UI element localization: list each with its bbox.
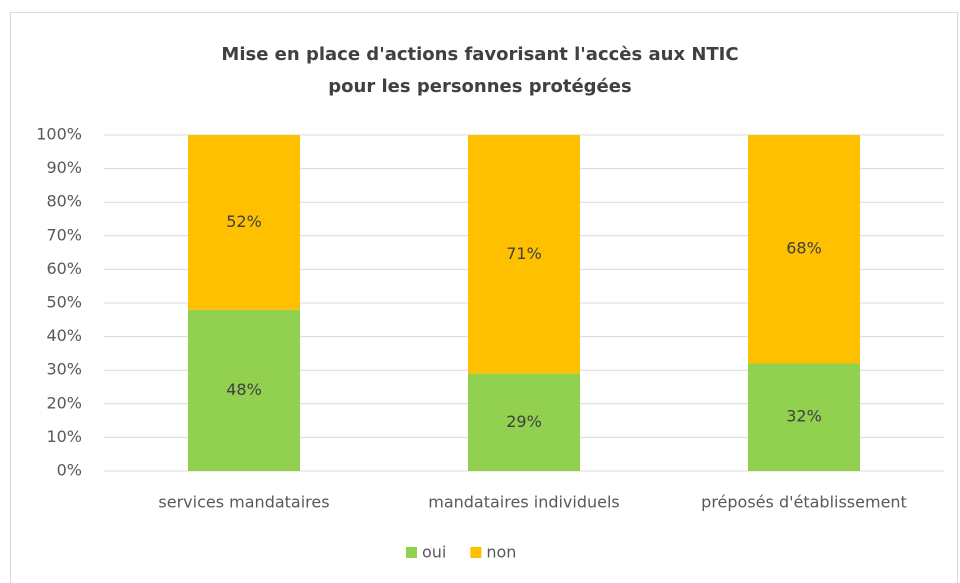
data-label: 71% [506, 244, 542, 263]
y-tick-label: 90% [46, 158, 82, 177]
x-tick-label: services mandataires [158, 493, 329, 512]
chart-title: pour les personnes protégées [328, 76, 631, 97]
bar-segment [188, 135, 300, 310]
y-tick-label: 40% [46, 326, 82, 345]
legend-label: non [486, 543, 516, 562]
legend-swatch [470, 547, 482, 558]
legend-swatch [406, 547, 417, 558]
x-tick-label: mandataires individuels [428, 493, 620, 512]
bar-segment [748, 135, 860, 364]
y-tick-label: 10% [46, 427, 82, 446]
y-tick-label: 70% [46, 225, 82, 244]
y-tick-label: 50% [46, 293, 82, 312]
data-label: 32% [786, 407, 822, 426]
data-label: 48% [226, 380, 262, 399]
y-tick-label: 100% [36, 125, 82, 144]
bar-segment [468, 135, 580, 374]
y-tick-label: 0% [57, 461, 82, 480]
legend-label: oui [422, 543, 446, 562]
y-tick-label: 30% [46, 360, 82, 379]
bar-segment [188, 309, 300, 471]
data-label: 52% [226, 212, 262, 231]
bar-segment [468, 373, 580, 471]
y-tick-label: 20% [46, 393, 82, 412]
chart-title: Mise en place d'actions favorisant l'acc… [221, 44, 738, 65]
x-tick-label: préposés d'établissement [701, 493, 907, 512]
data-label: 29% [506, 412, 542, 431]
y-tick-label: 60% [46, 259, 82, 278]
bar-segment [748, 363, 860, 471]
data-label: 68% [786, 239, 822, 258]
y-tick-label: 80% [46, 192, 82, 211]
